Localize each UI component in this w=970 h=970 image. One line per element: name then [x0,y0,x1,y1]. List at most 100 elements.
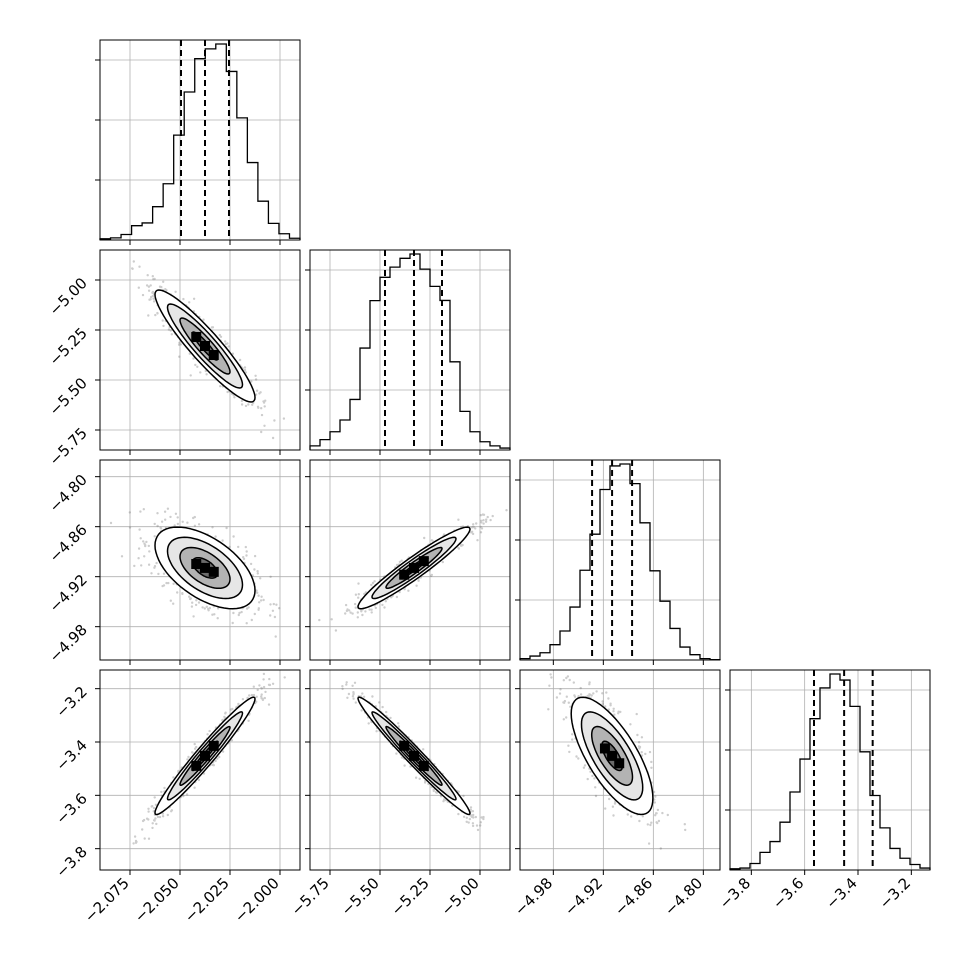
density-core-block-1-3-0 [399,740,410,751]
hist-step-2 [519,463,721,661]
contour-1-3-1 [371,711,457,801]
hist-panel-2 [515,459,721,661]
contour-0-3-1 [166,711,244,801]
contour-2-3-3 [601,740,624,772]
ytick-label-2-3: −4.80 [46,471,91,516]
pair-content-1-2 [310,460,510,660]
ytick-label-1-0: −5.75 [46,424,91,469]
density-core-block-1-2-1 [409,562,419,573]
density-core-block-0-2-0 [191,558,202,569]
ytick-label-3-3: −3.2 [52,683,90,721]
ytick-label-3-0: −3.8 [52,843,90,881]
pair-frame-0-2 [99,459,301,661]
contour-2-3-1 [580,711,644,801]
ytick-label-1-3: −5.00 [46,274,91,319]
density-core-block-0-3-1 [200,750,210,761]
ytick-label-2-0: −4.98 [46,621,91,666]
pair-frame-0-3 [99,669,301,871]
contour-1-3-2 [385,725,443,786]
hist-panel-3 [725,669,931,871]
contour-0-1-3 [191,331,219,361]
hist-frame-2 [519,459,721,661]
hist-bg-1 [310,250,510,450]
hist-panel-1 [305,249,511,451]
xtick-label-3-1: −3.6 [769,874,807,912]
pair-panel-1-3 [309,669,511,871]
contour-0-2-2 [179,546,231,590]
density-core-block-1-2-0 [399,569,410,580]
density-core-block-1-2-2 [418,556,429,567]
contour-0-2-1 [166,536,244,600]
xtick-label-0-0: −2.075 [81,874,133,926]
density-core-block-0-2-1 [200,562,210,573]
xtick-label-3-0: −3.8 [716,874,754,912]
xtick-label-1-2: −5.25 [388,874,433,919]
xtick-label-2-2: −4.86 [611,874,656,919]
density-core-block-1-3-1 [409,750,419,761]
xtick-label-2-0: −4.98 [511,874,556,919]
density-core-block-0-1-1 [200,341,210,351]
contour-2-3-2 [590,725,634,786]
hist-frame-1 [309,249,511,451]
xtick-label-0-2: −2.025 [181,874,233,926]
hist-step-1 [309,253,511,450]
pair-panel-1-2 [309,459,511,661]
hist-panel-0 [95,39,301,241]
contour-1-2-3 [399,556,429,579]
contour-0-1-1 [166,303,244,389]
contour-0-3-0 [154,696,256,816]
xtick-label-3-3: −3.2 [876,874,914,912]
ytick-label-3-2: −3.4 [52,736,90,774]
ytick-label-3-1: −3.6 [52,789,90,827]
xtick-label-2-1: −4.92 [561,874,606,919]
pair-panel-0-1 [99,249,301,451]
contour-1-3-0 [357,696,471,816]
hist-frame-0 [99,39,301,241]
contour-0-3-2 [179,725,231,786]
pair-bg-1-3 [310,670,510,870]
density-core-block-2-3-0 [599,743,610,754]
hist-step-3 [729,673,931,870]
hist-bg-2 [520,460,720,660]
contour-1-3-3 [399,740,429,772]
xtick-label-1-3: −5.00 [438,874,483,919]
pair-panel-2-3 [519,669,721,871]
xtick-label-3-2: −3.4 [822,874,860,912]
contour-1-2-0 [357,526,471,610]
xtick-label-1-0: −5.75 [288,874,333,919]
contour-0-2-0 [154,526,256,610]
xtick-label-0-3: −2.000 [231,874,283,926]
density-core-block-0-1-2 [208,350,219,361]
pair-frame-2-3 [519,669,721,871]
pair-frame-1-2 [309,459,511,661]
hist-bg-0 [100,40,300,240]
hist-step-0 [99,43,301,240]
xtick-label-0-1: −2.050 [131,874,183,926]
density-core-block-0-1-0 [191,331,202,342]
pair-panel-0-3 [99,669,301,871]
density-core-block-0-3-0 [191,760,202,771]
contour-0-2-3 [191,556,219,579]
ytick-label-1-1: −5.50 [46,374,91,419]
density-core-block-0-3-2 [208,740,219,751]
contour-0-1-0 [154,289,256,403]
pair-content-0-3 [100,670,300,870]
density-core-block-1-3-2 [418,760,429,771]
ytick-label-2-1: −4.92 [46,571,91,616]
contour-0-3-3 [191,740,219,772]
density-core-block-0-2-2 [208,566,219,577]
contour-1-2-1 [371,536,457,600]
pair-content-1-3 [310,670,510,870]
pair-content-0-2 [100,460,300,660]
contour-2-3-0 [570,696,654,816]
contour-1-2-2 [385,546,443,590]
xtick-label-2-3: −4.80 [661,874,706,919]
hist-frame-3 [729,669,931,871]
ytick-label-2-2: −4.86 [46,521,91,566]
pair-panel-0-2 [99,459,301,661]
pair-content-2-3 [520,670,720,870]
density-core-block-2-3-2 [614,758,625,769]
hist-bg-3 [730,670,930,870]
panels-layer: −2.075−2.050−2.025−2.000 −5.75 −5.50 −5.25−… [46,39,931,926]
